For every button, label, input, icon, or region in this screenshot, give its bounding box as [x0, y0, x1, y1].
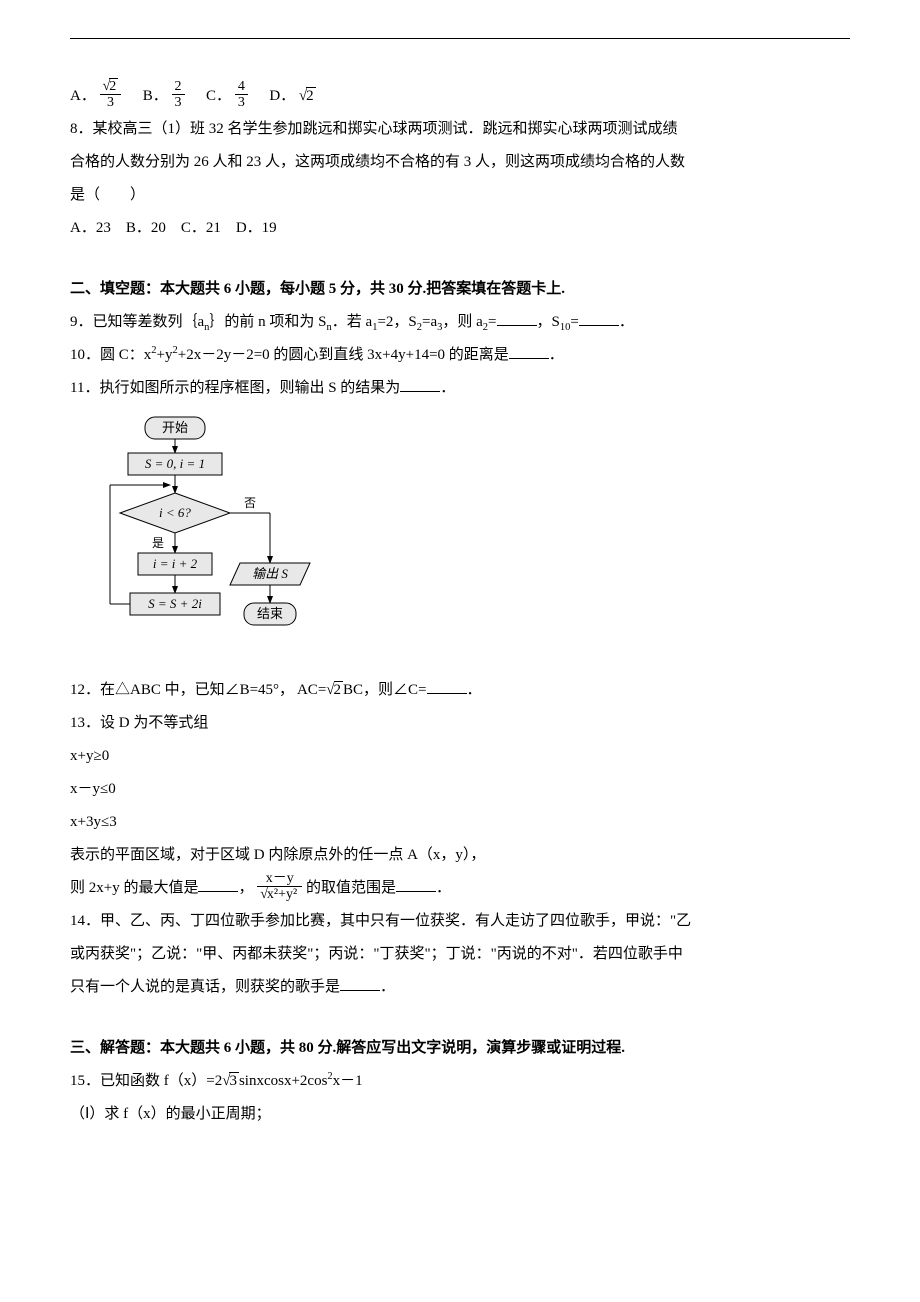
q14-line2: 或丙获奖"；乙说："甲、丙都未获奖"；丙说："丁获奖"；丁说："丙说的不对"．若… — [70, 938, 850, 971]
page-top-rule — [70, 38, 850, 39]
opt-B-frac: 2 3 — [172, 79, 185, 111]
q11-text: 11．执行如图所示的程序框图，则输出 S 的结果为． — [70, 372, 850, 405]
q13-frac: x－y x²+y² — [257, 871, 302, 903]
blank — [427, 678, 467, 694]
flow-yes: 是 — [152, 536, 164, 550]
q14-line3: 只有一个人说的是真话，则获奖的歌手是． — [70, 971, 850, 1004]
flow-cond: i < 6? — [159, 505, 191, 520]
q7-options: A． 2 3 B． 2 3 C． 4 3 D． 2 — [70, 80, 850, 113]
q13-line2: 则 2x+y 的最大值是， x－y x²+y² 的取值范围是． — [70, 872, 850, 905]
flow-step1: i = i + 2 — [153, 556, 198, 571]
flow-start: 开始 — [162, 420, 188, 435]
q15-line2: （Ⅰ）求 f（x）的最小正周期； — [70, 1098, 850, 1131]
blank — [400, 376, 440, 392]
opt-A-label: A． — [70, 88, 96, 104]
q8-options: A．23 B．20 C．21 D．19 — [70, 212, 850, 245]
q10-text: 10．圆 C：x2+y2+2x－2y－2=0 的圆心到直线 3x+4y+14=0… — [70, 339, 850, 372]
flowchart-svg: 开始 S = 0, i = 1 i < 6? 是 否 i = i + 2 S =… — [100, 413, 340, 653]
section-3-heading: 三、解答题：本大题共 6 小题，共 80 分.解答应写出文字说明，演算步骤或证明… — [70, 1032, 850, 1065]
flow-end: 结束 — [257, 606, 283, 621]
q8-line1: 8．某校高三（1）班 32 名学生参加跳远和掷实心球两项测试．跳远和掷实心球两项… — [70, 113, 850, 146]
q12-text: 12．在△ABC 中，已知∠B=45°， AC=2BC，则∠C=． — [70, 674, 850, 707]
flow-init: S = 0, i = 1 — [145, 456, 205, 471]
blank — [396, 876, 436, 892]
opt-D-label: D． — [269, 88, 295, 104]
blank — [340, 975, 380, 991]
opt-C-label: C． — [206, 88, 231, 104]
blank — [198, 876, 238, 892]
q8-line3: 是（ ） — [70, 179, 850, 212]
q13-line1: 13．设 D 为不等式组 — [70, 707, 850, 740]
flow-step2: S = S + 2i — [148, 596, 202, 611]
flow-no: 否 — [244, 496, 256, 510]
q9-text: 9．已知等差数列｛an｝的前 n 项和为 Sn．若 a1=2，S2=a3，则 a… — [70, 306, 850, 339]
flow-out: 输出 S — [252, 566, 288, 581]
q14-line1: 14．甲、乙、丙、丁四位歌手参加比赛，其中只有一位获奖．有人走访了四位歌手，甲说… — [70, 905, 850, 938]
q15-line1: 15．已知函数 f（x）=23sinxcosx+2cos2x－1 — [70, 1065, 850, 1098]
blank — [579, 310, 619, 326]
opt-B-label: B． — [143, 88, 168, 104]
q8-line2: 合格的人数分别为 26 人和 23 人，这两项成绩均不合格的有 3 人，则这两项… — [70, 146, 850, 179]
blank — [509, 343, 549, 359]
section-2-heading: 二、填空题：本大题共 6 小题，每小题 5 分，共 30 分.把答案填在答题卡上… — [70, 273, 850, 306]
blank — [497, 310, 537, 326]
flowchart: 开始 S = 0, i = 1 i < 6? 是 否 i = i + 2 S =… — [100, 413, 850, 666]
opt-A-frac: 2 3 — [100, 79, 122, 111]
opt-C-frac: 4 3 — [235, 79, 248, 111]
opt-D-sqrt: 2 — [299, 80, 316, 113]
